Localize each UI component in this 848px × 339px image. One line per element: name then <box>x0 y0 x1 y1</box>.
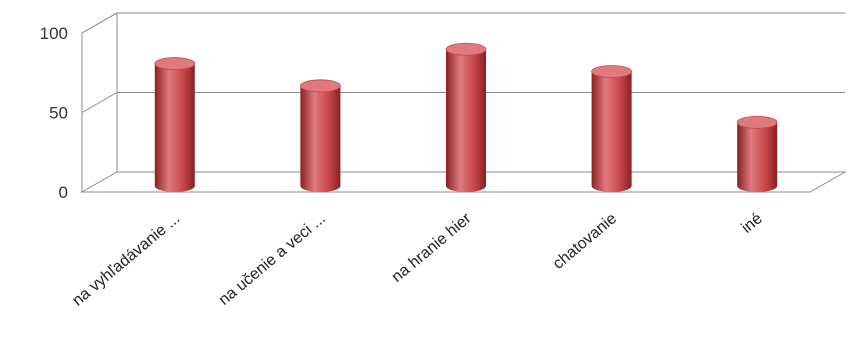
bar-body <box>154 63 195 192</box>
bar-top <box>591 65 632 78</box>
bar-body <box>737 122 778 192</box>
x-tick-label: iné <box>738 210 765 237</box>
back-wall-top-edge <box>81 12 845 34</box>
bar-top <box>445 42 487 56</box>
y-axis-ticks: 0 50 100 <box>40 24 68 202</box>
bar-body <box>300 85 341 192</box>
x-tick-label: na vyhľadávanie ... <box>69 210 183 309</box>
y-tick-label: 0 <box>59 183 68 202</box>
bar-body <box>591 71 632 192</box>
y-tick-label: 100 <box>40 24 68 43</box>
bars <box>154 42 778 193</box>
x-tick-label: na učenie a veci ... <box>216 210 329 309</box>
gridline <box>81 12 845 34</box>
y-tick-label: 50 <box>49 104 68 123</box>
x-tick-label: chatovanie <box>550 210 620 273</box>
bar <box>154 57 196 192</box>
bar-top <box>736 116 778 129</box>
bar-body <box>446 49 486 193</box>
bar <box>736 116 778 192</box>
bar-top <box>299 79 341 93</box>
bar <box>445 42 487 193</box>
bar <box>299 79 341 192</box>
bar-top <box>154 57 196 70</box>
x-tick-label: na hranie hier <box>389 210 475 286</box>
x-axis-labels: na vyhľadávanie ... na učenie a veci ... n… <box>69 210 765 310</box>
bar <box>591 65 632 192</box>
